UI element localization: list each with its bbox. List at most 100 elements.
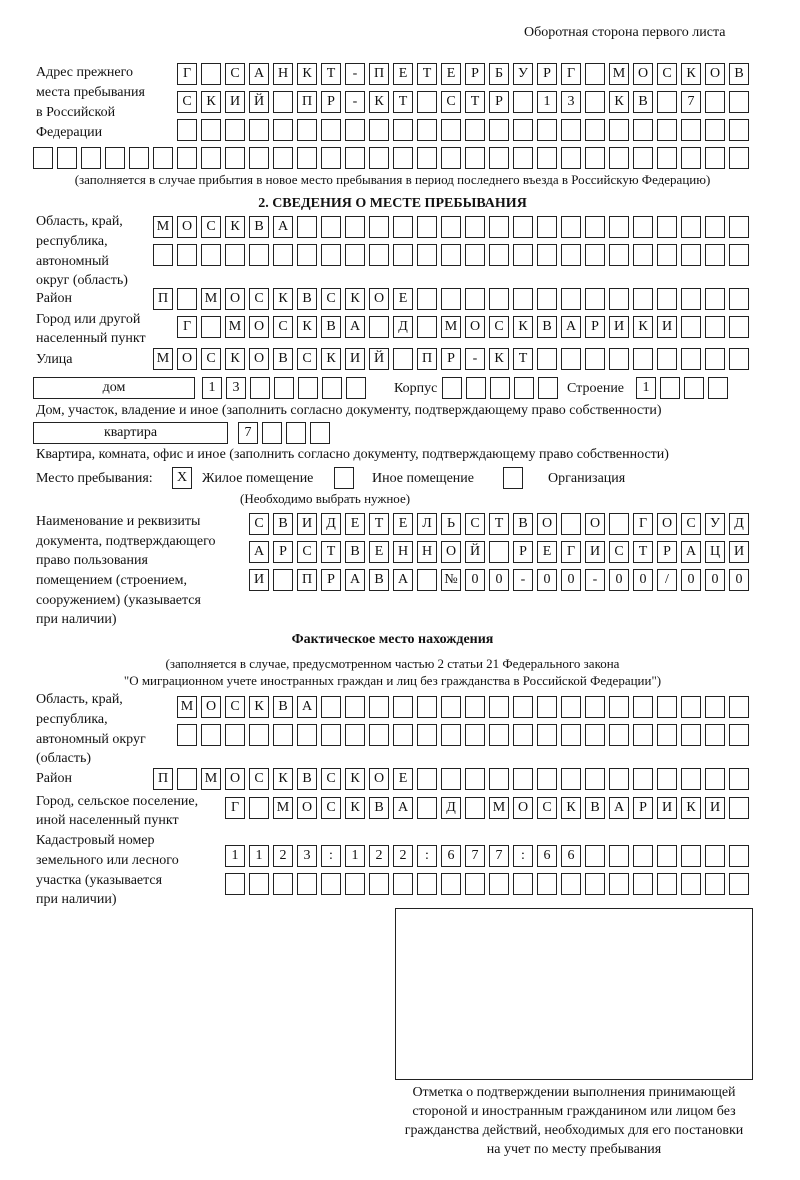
char-cell[interactable]: 7 [681, 91, 701, 113]
char-cell[interactable]: 3 [561, 91, 581, 113]
char-cell[interactable] [201, 119, 221, 141]
char-cell[interactable]: - [345, 91, 365, 113]
char-cell[interactable]: - [585, 569, 605, 591]
char-cell[interactable]: К [369, 91, 389, 113]
char-cell[interactable]: И [345, 348, 365, 370]
char-cell[interactable] [657, 216, 677, 238]
char-cell[interactable] [489, 288, 509, 310]
char-cell[interactable] [729, 147, 749, 169]
char-cell[interactable]: П [297, 91, 317, 113]
char-cell[interactable] [705, 216, 725, 238]
char-cell[interactable] [393, 147, 413, 169]
char-cell[interactable]: О [585, 513, 605, 535]
char-cell[interactable] [708, 377, 728, 399]
char-cell[interactable] [705, 244, 725, 266]
char-cell[interactable] [537, 724, 557, 746]
char-cell[interactable]: Т [417, 63, 437, 85]
char-cell[interactable] [681, 216, 701, 238]
char-cell[interactable] [297, 119, 317, 141]
char-cell[interactable] [442, 377, 462, 399]
char-cell[interactable] [585, 768, 605, 790]
char-cell[interactable] [537, 244, 557, 266]
char-cell[interactable]: К [489, 348, 509, 370]
char-cell[interactable] [297, 216, 317, 238]
char-cell[interactable] [561, 724, 581, 746]
char-cell[interactable] [729, 768, 749, 790]
char-cell[interactable] [681, 288, 701, 310]
char-cell[interactable] [465, 288, 485, 310]
char-cell[interactable] [561, 768, 581, 790]
char-cell[interactable] [393, 724, 413, 746]
char-cell[interactable] [369, 724, 389, 746]
char-cell[interactable] [417, 569, 437, 591]
char-cell[interactable] [250, 377, 270, 399]
char-cell[interactable] [369, 216, 389, 238]
char-cell[interactable]: М [153, 216, 173, 238]
char-cell[interactable]: Т [393, 91, 413, 113]
char-cell[interactable]: О [177, 216, 197, 238]
char-cell[interactable] [393, 216, 413, 238]
char-cell[interactable]: Т [633, 541, 653, 563]
char-cell[interactable] [537, 288, 557, 310]
char-cell[interactable] [417, 696, 437, 718]
char-cell[interactable] [681, 724, 701, 746]
char-cell[interactable] [441, 724, 461, 746]
char-cell[interactable]: К [297, 316, 317, 338]
char-cell[interactable]: 6 [441, 845, 461, 867]
char-cell[interactable]: С [225, 63, 245, 85]
char-cell[interactable]: К [345, 768, 365, 790]
char-cell[interactable] [321, 696, 341, 718]
char-cell[interactable] [633, 119, 653, 141]
char-cell[interactable]: Й [465, 541, 485, 563]
char-cell[interactable]: К [273, 288, 293, 310]
char-cell[interactable] [537, 147, 557, 169]
char-cell[interactable] [465, 696, 485, 718]
char-cell[interactable] [729, 348, 749, 370]
char-cell[interactable]: / [657, 569, 677, 591]
char-cell[interactable]: О [513, 797, 533, 819]
char-cell[interactable]: В [297, 768, 317, 790]
char-cell[interactable] [466, 377, 486, 399]
char-cell[interactable]: 0 [561, 569, 581, 591]
char-cell[interactable] [633, 216, 653, 238]
char-cell[interactable] [297, 724, 317, 746]
char-cell[interactable]: Н [273, 63, 293, 85]
char-cell[interactable] [657, 119, 677, 141]
char-cell[interactable] [249, 119, 269, 141]
char-cell[interactable]: С [657, 63, 677, 85]
char-cell[interactable]: 3 [226, 377, 246, 399]
char-cell[interactable] [729, 288, 749, 310]
char-cell[interactable] [417, 244, 437, 266]
char-cell[interactable]: : [513, 845, 533, 867]
char-cell[interactable] [657, 147, 677, 169]
char-cell[interactable] [369, 696, 389, 718]
char-cell[interactable]: А [609, 797, 629, 819]
char-cell[interactable]: О [201, 696, 221, 718]
char-cell[interactable]: 2 [273, 845, 293, 867]
char-cell[interactable] [537, 348, 557, 370]
char-cell[interactable] [489, 244, 509, 266]
char-cell[interactable]: М [489, 797, 509, 819]
char-cell[interactable] [225, 119, 245, 141]
char-cell[interactable] [633, 873, 653, 895]
char-cell[interactable] [705, 696, 725, 718]
char-cell[interactable]: И [249, 569, 269, 591]
char-cell[interactable] [369, 147, 389, 169]
char-cell[interactable]: 0 [705, 569, 725, 591]
char-cell[interactable] [273, 147, 293, 169]
char-cell[interactable] [729, 216, 749, 238]
char-cell[interactable] [286, 422, 306, 444]
char-cell[interactable] [514, 377, 534, 399]
char-cell[interactable]: К [609, 91, 629, 113]
char-cell[interactable]: С [273, 316, 293, 338]
char-cell[interactable] [441, 873, 461, 895]
char-cell[interactable] [657, 696, 677, 718]
char-cell[interactable] [417, 873, 437, 895]
char-cell[interactable] [513, 91, 533, 113]
char-cell[interactable] [681, 147, 701, 169]
char-cell[interactable] [441, 216, 461, 238]
char-cell[interactable]: К [225, 348, 245, 370]
char-cell[interactable]: 2 [393, 845, 413, 867]
char-cell[interactable] [201, 724, 221, 746]
char-cell[interactable]: Е [369, 541, 389, 563]
